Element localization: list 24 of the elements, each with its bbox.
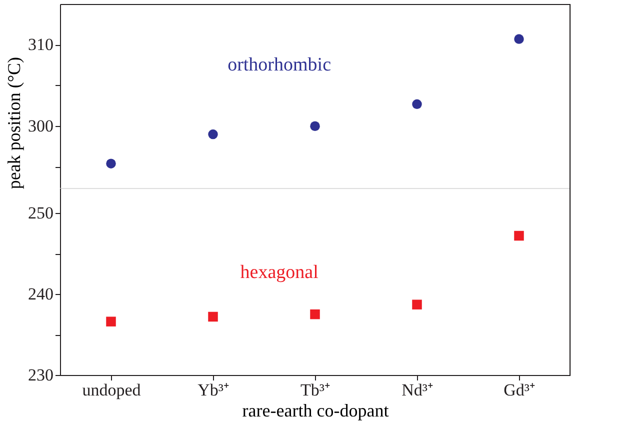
y-tick-label: 230 [28, 366, 54, 384]
y-axis-title: peak position (°C) [4, 56, 24, 190]
point [208, 129, 218, 140]
point [106, 158, 116, 168]
point [208, 312, 218, 322]
point [514, 34, 524, 44]
series-label: hexagonal [240, 262, 318, 284]
y-tick-label: 250 [28, 204, 54, 223]
y-tick-label: 310 [28, 35, 54, 54]
text: orthorhombic [228, 54, 332, 76]
x-tick-label: Gd³⁺ [504, 380, 536, 400]
point [412, 300, 422, 310]
y-tick-label: 300 [28, 116, 54, 136]
point [310, 309, 320, 320]
x-tick-label: undoped [82, 380, 142, 400]
x-axis-title: rare-earth co-dopant [242, 400, 389, 420]
x-tick-label: Nd³⁺ [402, 380, 434, 400]
point [514, 230, 524, 241]
point [106, 316, 116, 326]
point [412, 99, 422, 110]
x-tick-label: Tb³⁺ [300, 380, 330, 400]
x-tick-label: Yb³⁺ [198, 380, 230, 400]
point [310, 121, 320, 131]
y-tick-label: 240 [28, 284, 54, 304]
